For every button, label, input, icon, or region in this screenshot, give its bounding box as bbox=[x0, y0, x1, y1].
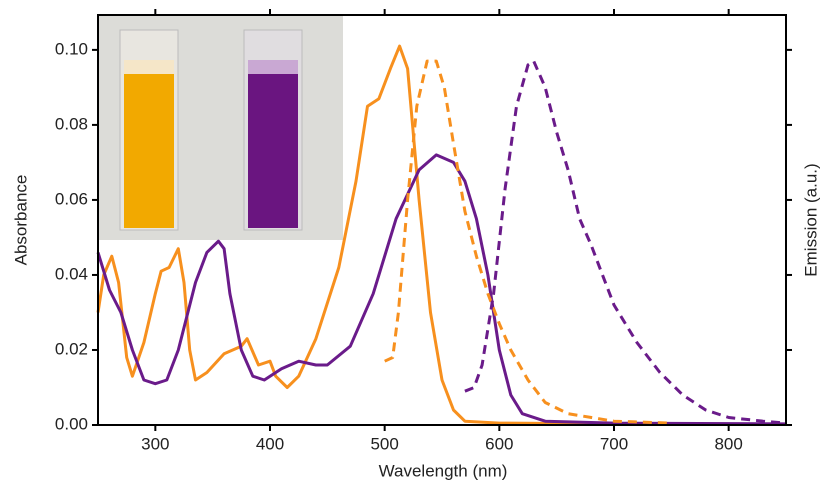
y-tick-label: 0.10 bbox=[55, 39, 88, 58]
line bbox=[464, 59, 787, 425]
x-tick-label: 700 bbox=[600, 434, 628, 453]
x-tick-label: 300 bbox=[141, 434, 169, 453]
x-tick-label: 500 bbox=[370, 434, 398, 453]
plot-frame bbox=[97, 14, 787, 426]
x-tick-label: 400 bbox=[256, 434, 284, 453]
x-axis-title: Wavelength (nm) bbox=[379, 461, 508, 480]
inset-photo bbox=[99, 16, 343, 240]
x-tick-label: 800 bbox=[714, 434, 742, 453]
y-tick-label: 0.02 bbox=[55, 339, 88, 358]
y-tick-label: 0.08 bbox=[55, 114, 88, 133]
line bbox=[96, 44, 787, 426]
y2-axis-title: Emission (a.u.) bbox=[801, 163, 820, 276]
y-axis-title: Absorbance bbox=[11, 175, 30, 266]
line bbox=[384, 59, 672, 425]
y-tick-label: 0.00 bbox=[55, 414, 88, 433]
x-tick-label: 600 bbox=[485, 434, 513, 453]
y-tick-label: 0.04 bbox=[55, 264, 88, 283]
y-tick-label: 0.06 bbox=[55, 189, 88, 208]
